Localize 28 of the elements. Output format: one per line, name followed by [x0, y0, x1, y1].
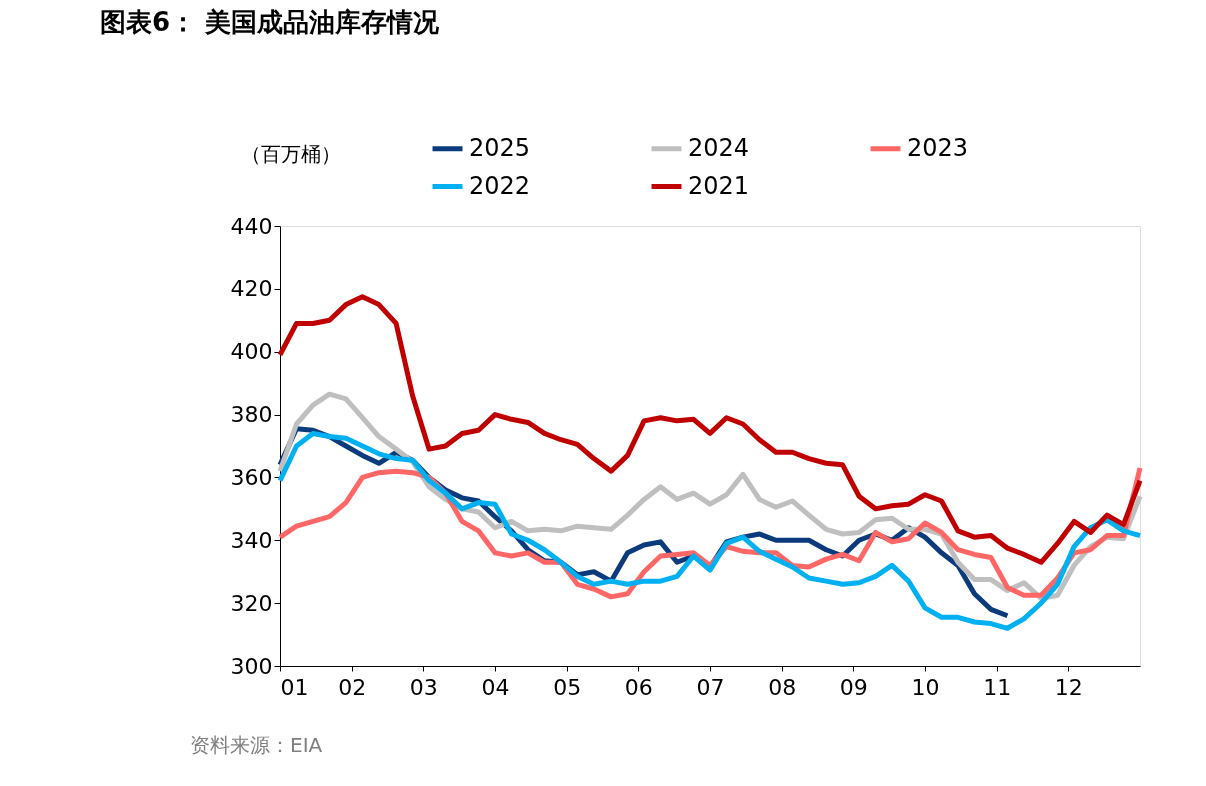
y-tick-label: 360: [230, 464, 273, 490]
legend-label: 2023: [907, 133, 969, 162]
y-tick-label: 420: [230, 276, 273, 302]
x-tick-label: 04: [481, 674, 510, 700]
text: 资料来源：EIA: [190, 733, 323, 757]
x-tick-label: 02: [338, 674, 367, 700]
legend-label: 2022: [469, 171, 531, 200]
x-tick-label: 12: [1054, 674, 1083, 700]
y-tick-label: 340: [230, 527, 273, 553]
x-tick-label: 09: [839, 674, 868, 700]
x-tick-label: 01: [280, 674, 309, 700]
y-tick-label: 380: [230, 402, 273, 428]
x-tick-label: 11: [983, 674, 1012, 700]
x-tick-label: 03: [409, 674, 438, 700]
x-tick-label: 10: [911, 674, 940, 700]
x-tick-label: 05: [553, 674, 582, 700]
y-axis-title: （百万桶）: [240, 141, 341, 166]
y-tick-label: 440: [230, 213, 273, 239]
legend-label: 2025: [469, 133, 531, 162]
y-tick-label: 300: [230, 653, 273, 679]
x-tick-label: 06: [624, 674, 653, 700]
x-tick-label: 08: [768, 674, 797, 700]
chart-title: 图表6： 美国成品油库存情况: [100, 7, 441, 37]
legend-label: 2024: [688, 133, 750, 162]
y-tick-label: 400: [230, 339, 273, 365]
x-tick-label: 07: [696, 674, 725, 700]
legend-label: 2021: [688, 171, 750, 200]
y-tick-label: 320: [230, 590, 273, 616]
